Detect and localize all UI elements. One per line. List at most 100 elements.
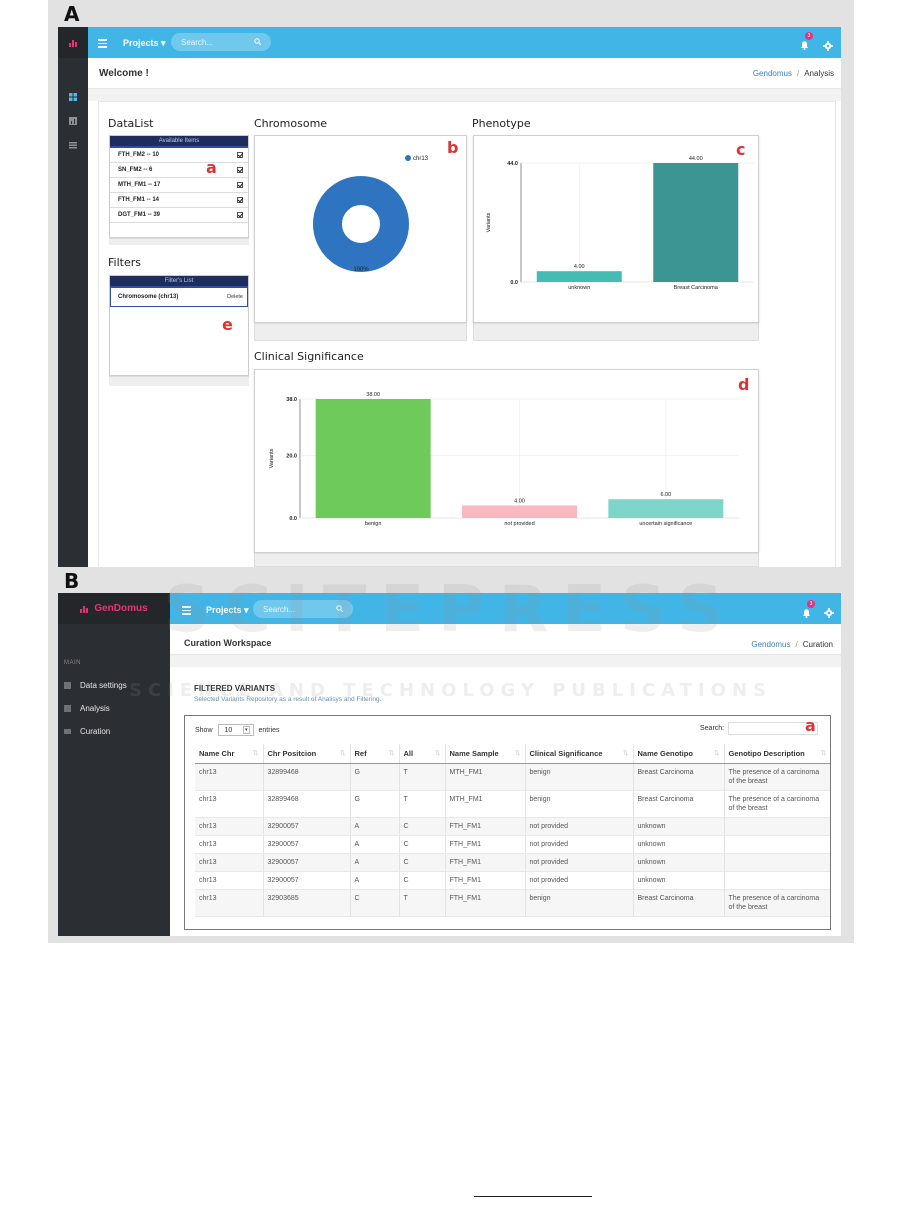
dashboard-icon[interactable]	[58, 85, 88, 109]
page-header: Curation Workspace Gendomus / Curation	[170, 624, 841, 655]
filter-delete-button[interactable]: Delete	[227, 294, 243, 300]
checkbox[interactable]	[237, 182, 243, 188]
table-cell: Breast Carcinoma	[633, 790, 725, 818]
datalist-item[interactable]: FTH_FM1 -- 14	[110, 193, 248, 208]
table-row[interactable]: chr13 32900057 A C FTH_FM1 not provided unknow…	[195, 835, 830, 854]
screenshot-curation: GenDomus MAIN Data settings Analysis Cur…	[58, 593, 841, 936]
table-cell: Breast Carcinoma	[633, 889, 725, 917]
column-header[interactable]: Chr Positcion ⇅	[263, 744, 351, 764]
bar-value-label: 4.00	[574, 264, 585, 270]
breadcrumb: Gendomus / Curation	[751, 640, 833, 649]
column-header[interactable]: All ⇅	[399, 744, 446, 764]
sidebar-item-data-settings[interactable]: Data settings	[64, 681, 127, 690]
datalist-item[interactable]: DGT_FM1 -- 39	[110, 208, 248, 223]
table-cell: A	[350, 871, 400, 890]
entries-select[interactable]: 10 ▾	[217, 724, 254, 736]
table-cell	[724, 853, 830, 872]
list-icon[interactable]	[58, 133, 88, 157]
search-icon	[336, 605, 343, 612]
search-placeholder: Search...	[181, 37, 214, 47]
checkbox[interactable]	[237, 152, 243, 158]
pie-slice-chr13	[313, 176, 409, 272]
table-cell: not provided	[525, 835, 634, 854]
bar-breast-carcinoma	[653, 163, 739, 282]
datalist-item[interactable]: FTH_FM2 -- 10	[110, 148, 248, 163]
sidebar-item-analysis[interactable]: Analysis	[64, 704, 110, 713]
brand[interactable]: GenDomus	[58, 593, 170, 624]
sort-icon[interactable]: ⇅	[340, 750, 346, 757]
notification-bell-icon[interactable]: 3	[802, 600, 815, 623]
column-header-label: Ref	[354, 749, 367, 758]
top-navbar: Projects ▾ Search... 3	[170, 593, 841, 624]
search-input[interactable]: Search...	[253, 600, 353, 618]
search-input[interactable]: Search...	[171, 33, 271, 51]
column-header[interactable]: Name Sample ⇅	[445, 744, 526, 764]
y-tick-label: 20.0	[286, 453, 297, 459]
table-row[interactable]: chr13 32899468 G T MTH_FM1 benign Breast Carci…	[195, 763, 830, 791]
datalist-item[interactable]: MTH_FM1 -- 17	[110, 178, 248, 193]
table-search-label: Search:	[700, 725, 725, 732]
table-row[interactable]: chr13 32899468 G T MTH_FM1 benign Breast Carci…	[195, 790, 830, 818]
sort-icon[interactable]: ⇅	[389, 750, 395, 757]
analysis-icon[interactable]	[58, 109, 88, 133]
bar-value-label: 38.00	[366, 392, 380, 398]
table-cell: MTH_FM1	[445, 790, 526, 818]
phenotype-bar-chart: 0.0 44.0 Variants 4.00 unknown 44.00 Breast Ca…	[486, 156, 754, 291]
column-header[interactable]: Ref ⇅	[350, 744, 400, 764]
column-header[interactable]: Clinical Significance ⇅	[525, 744, 634, 764]
table-cell: 32899468	[263, 790, 351, 818]
checkbox[interactable]	[237, 197, 243, 203]
breadcrumb-link[interactable]: Gendomus	[751, 640, 791, 649]
brand-name: GenDomus	[94, 603, 148, 614]
table-cell: FTH_FM1	[445, 871, 526, 890]
table-cell: not provided	[525, 871, 634, 890]
projects-menu[interactable]: Projects ▾	[123, 38, 166, 48]
x-tick-label: uncertain significance	[639, 521, 692, 527]
page-header: Welcome ! Gendomus / Analysis	[88, 58, 841, 89]
breadcrumb-current: Curation	[802, 640, 833, 649]
projects-menu[interactable]: Projects ▾	[206, 605, 249, 615]
table-search-input[interactable]	[728, 722, 818, 735]
sort-icon[interactable]: ⇅	[515, 750, 521, 757]
table-cell: 32900057	[263, 853, 351, 872]
breadcrumb-link[interactable]: Gendomus	[752, 69, 792, 78]
chromosome-title: Chromosome	[254, 117, 328, 130]
table-cell: chr13	[195, 817, 264, 836]
phenotype-card-footer	[473, 323, 759, 341]
chromosome-chart-card: 100% chr13	[254, 135, 467, 323]
sort-icon[interactable]: ⇅	[714, 750, 720, 757]
clinical-title: Clinical Significance	[254, 350, 364, 363]
table-row[interactable]: chr13 32903685 C T FTH_FM1 benign Breast Carci…	[195, 889, 830, 917]
table-row[interactable]: chr13 32900057 A C FTH_FM1 not provided unknow…	[195, 817, 830, 836]
content-panel	[98, 101, 836, 567]
datalist-item[interactable]: SN_FM2 -- 6	[110, 163, 248, 178]
settings-gear-icon[interactable]	[824, 605, 834, 623]
checkbox[interactable]	[237, 167, 243, 173]
screenshot-analysis: Projects ▾ Search... 3 Welcome ! Gendomu…	[58, 27, 841, 567]
column-header-label: Clinical Significance	[529, 749, 603, 758]
column-header[interactable]: Name Genotipo ⇅	[633, 744, 725, 764]
bar-logo-icon	[80, 605, 89, 613]
notification-bell-icon[interactable]: 3	[800, 32, 813, 55]
table-cell: C	[399, 871, 446, 890]
checkbox[interactable]	[237, 212, 243, 218]
settings-gear-icon[interactable]	[823, 38, 833, 56]
brand-logo[interactable]	[58, 27, 88, 58]
column-header[interactable]: Genotipo Description ⇅	[724, 744, 830, 764]
sort-icon[interactable]: ⇅	[435, 750, 441, 757]
table-row[interactable]: chr13 32900057 A C FTH_FM1 not provided unknow…	[195, 871, 830, 890]
table-cell: 32900057	[263, 871, 351, 890]
table-row[interactable]: chr13 32900057 A C FTH_FM1 not provided unknow…	[195, 853, 830, 872]
table-cell: The presence of a carcinoma of the breas…	[724, 889, 830, 917]
hamburger-menu-icon[interactable]	[182, 606, 191, 615]
content-divider	[170, 655, 841, 667]
table-cell: chr13	[195, 835, 264, 854]
column-header[interactable]: Name Chr ⇅	[195, 744, 264, 764]
sort-icon[interactable]: ⇅	[623, 750, 629, 757]
sort-icon[interactable]: ⇅	[253, 750, 259, 757]
annotation-a-table: a	[805, 716, 816, 735]
sidebar-item-curation[interactable]: Curation	[64, 727, 110, 736]
hamburger-menu-icon[interactable]	[98, 39, 107, 48]
sort-icon[interactable]: ⇅	[821, 750, 827, 757]
panel-subtitle: Selected Variants Repository as a result…	[194, 696, 382, 703]
